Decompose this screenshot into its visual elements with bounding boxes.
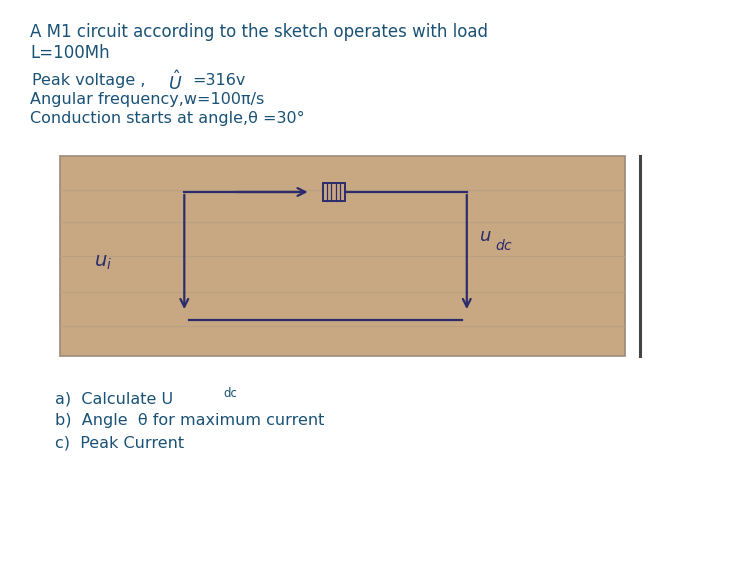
Text: a)  Calculate U: a) Calculate U [55, 391, 173, 406]
Text: b)  Angle  θ for maximum current: b) Angle θ for maximum current [55, 413, 325, 428]
Text: A M1 circuit according to the sketch operates with load: A M1 circuit according to the sketch ope… [30, 23, 488, 41]
Text: $\mathit{u_i}$: $\mathit{u_i}$ [94, 252, 112, 271]
Text: =316v: =316v [192, 73, 245, 88]
Text: Peak voltage ,: Peak voltage , [32, 73, 146, 88]
Text: $\hat{U}$: $\hat{U}$ [168, 70, 183, 94]
Text: dc: dc [223, 387, 237, 400]
Text: L=100Mh: L=100Mh [30, 44, 109, 62]
Text: c)  Peak Current: c) Peak Current [55, 435, 184, 450]
Text: Angular frequency,w=100π/s: Angular frequency,w=100π/s [30, 92, 264, 107]
Bar [60, 156, 625, 356]
Text: $\mathit{u}$: $\mathit{u}$ [479, 227, 492, 245]
Bar [322, 183, 344, 201]
Text: Conduction starts at angle,θ =30°: Conduction starts at angle,θ =30° [30, 111, 304, 126]
Text: $\mathit{dc}$: $\mathit{dc}$ [495, 238, 513, 253]
